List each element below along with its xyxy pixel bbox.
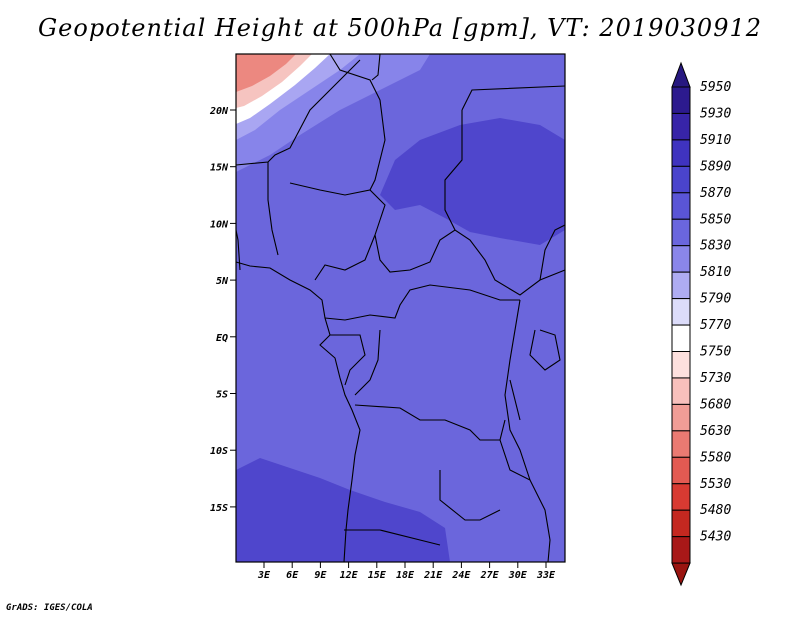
lon-tick-label: 27E [480,570,500,581]
lon-tick-label: 3E [257,570,271,581]
colorbar-label: 5770 [700,318,731,333]
colorbar-swatch [671,351,691,379]
lat-tick-label: 10N [210,219,229,230]
border-segment-8 [314,234,376,281]
lake-outline [509,379,521,421]
colorbar-swatch [671,86,691,114]
border-segment-6 [444,110,463,231]
border-segment-19 [371,53,381,81]
lat-tick-label: 20N [209,106,229,117]
border-segment-10 [330,334,366,386]
colorbar-swatch [671,271,691,300]
colorbar-label: 5810 [700,265,731,280]
colorbar-swatch [671,245,691,273]
colorbar-swatch [671,536,691,564]
colorbar-label: 5730 [700,371,731,386]
map-title: Geopotential Height at 500hPa [gpm], VT:… [38,14,762,42]
border-segment-11 [354,329,381,396]
border-segment-16 [499,439,551,563]
colorbar-swatch [671,430,691,458]
colorbar: 5950 5930 5910 5890 5870 5850 5830 5810 5790 5770… [671,61,731,587]
colorbar-label: 5910 [700,133,731,148]
lat-tick-label: 5S [216,390,228,401]
field-red-band [236,54,296,92]
colorbar-label: 5870 [700,186,731,201]
border-segment-18 [539,224,566,281]
border-segment-9 [324,284,520,321]
software-credit: GrADS: IGES/COLA [6,603,93,613]
longitude-axis: 3E 6E 9E 12E 15E 18E 21E 24E 27E 30E 33E [257,562,556,581]
border-segment-17 [529,329,561,371]
colorbar-swatch [671,298,691,326]
height-field [236,54,565,562]
colorbar-swatch [671,377,691,405]
lon-tick-label: 18E [396,570,415,581]
colorbar-swatch [671,403,691,432]
colorbar-label: 5530 [700,477,731,492]
colorbar-label: 5890 [700,159,731,174]
border-segment-4 [289,182,386,236]
colorbar-label: 5680 [700,397,731,412]
colorbar-swatch [671,509,691,538]
coastline-borders [235,53,566,563]
lon-tick-label: 15E [368,570,387,581]
lon-tick-label: 21E [423,570,443,581]
map-frame [235,53,566,563]
border-segment-2 [329,53,386,191]
field-high-south [236,458,450,562]
colorbar-label: 5750 [700,345,731,360]
border-segment-15 [344,529,441,546]
colorbar-bottom-arrow [671,562,691,587]
colorbar-label: 5850 [700,212,731,227]
lon-tick-label: 12E [340,570,359,581]
colorbar-swatch [671,112,691,141]
colorbar-swatch [671,324,691,352]
lon-tick-label: 24E [451,570,471,581]
colorbar-swatch [671,192,691,220]
border-segment-13 [354,404,506,441]
lon-tick-label: 33E [536,570,556,581]
lat-tick-label: 5N [216,276,229,287]
colorbar-swatch [671,218,691,247]
lat-tick-label: 15S [210,503,228,514]
lon-tick-label: 6E [286,570,299,581]
colorbar-label: 5930 [700,106,731,121]
border-segment-12 [504,299,531,481]
lat-tick-label: EQ [216,333,228,344]
colorbar-swatch [671,456,691,485]
colorbar-swatch [671,483,691,511]
border-segment-7 [461,85,566,111]
latitude-axis: 20N 15N 10N 5N EQ 5S 10S 15S [209,106,236,514]
colorbar-label: 5430 [700,530,731,545]
field-high-north [380,118,565,245]
colorbar-label: 5790 [700,292,731,307]
colorbar-label: 5950 [700,80,731,95]
border-segment-3 [267,162,279,256]
lon-tick-label: 30E [508,570,528,581]
colorbar-swatch [671,165,691,194]
border-segment-20 [235,229,241,271]
lon-tick-label: 9E [314,570,327,581]
colorbar-label: 5580 [700,450,731,465]
map-panel: 20N 15N 10N 5N EQ 5S 10S 15S 3E 6E 9E 12E 15E 18E 21E… [209,53,566,581]
colorbar-label: 5630 [700,424,731,439]
colorbar-label: 5830 [700,239,731,254]
colorbar-label: 5480 [700,503,731,518]
lat-tick-label: 15N [210,163,229,174]
lat-tick-label: 10S [210,446,228,457]
coastline-west-africa [235,261,361,563]
colorbar-top-arrow [671,61,691,88]
border-segment-14 [439,470,501,521]
colorbar-swatch [671,139,691,167]
